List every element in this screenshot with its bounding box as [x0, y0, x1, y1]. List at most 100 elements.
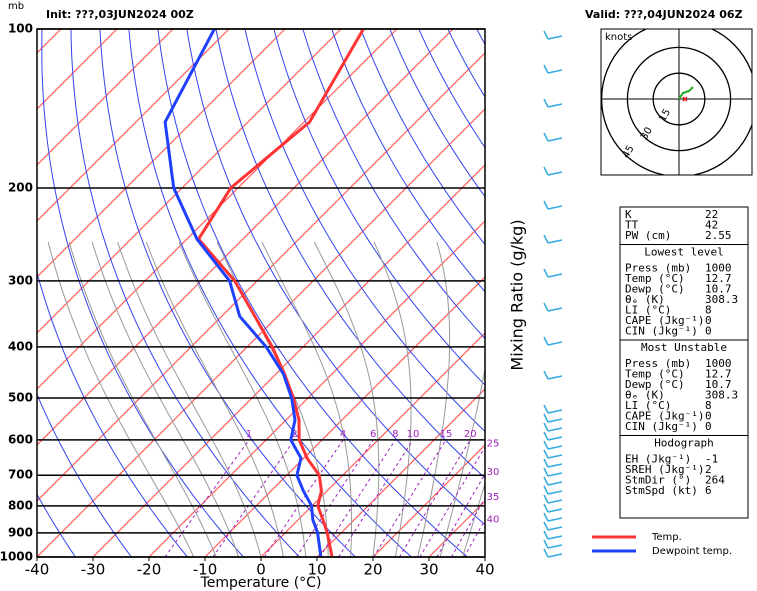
dry-adiabat — [157, 29, 468, 557]
dry-adiabat — [244, 29, 485, 433]
x-tick-label: -20 — [137, 561, 162, 579]
table-section: Hodograph — [654, 437, 714, 450]
wind-barb — [543, 336, 563, 346]
table-key: CAPE (Jkg⁻¹) — [625, 410, 704, 423]
mixing-ratio-line — [373, 439, 447, 557]
mixing-ratio-label: 40 — [487, 515, 500, 526]
wind-barb — [543, 404, 563, 414]
y-tick-label: 300 — [8, 273, 33, 287]
moist-adiabat — [261, 241, 352, 557]
table-value: 8 — [705, 399, 712, 412]
table-key: StmDir (°) — [625, 474, 691, 487]
table-key: CIN (Jkg⁻¹) — [625, 420, 698, 433]
wind-barb — [543, 485, 563, 495]
dry-adiabat — [41, 29, 244, 557]
table-key: CAPE (Jkg⁻¹) — [625, 314, 704, 327]
table-value: 6 — [705, 484, 712, 497]
isotherm — [37, 29, 454, 446]
table-key: LI (°C) — [625, 304, 671, 317]
hodo-ring-label: 30 — [639, 125, 655, 142]
table-key: PW (cm) — [625, 229, 671, 242]
table-key: Temp (°C) — [625, 272, 685, 285]
isotherm — [372, 444, 485, 557]
wind-barb — [543, 200, 563, 210]
profile-line — [196, 29, 365, 557]
dry-adiabat — [273, 29, 485, 386]
table-value: 2 — [705, 463, 712, 476]
table-value: 2.55 — [705, 229, 732, 242]
x-tick-label: -10 — [193, 561, 218, 579]
wind-barb — [543, 521, 563, 531]
mixing-ratio-label: 2 — [291, 429, 297, 440]
y-tick-label: 200 — [8, 180, 33, 194]
mixing-ratio-line — [463, 518, 485, 557]
hodo-ring — [626, 46, 732, 152]
dry-adiabat — [418, 29, 485, 149]
isotherm — [148, 220, 485, 557]
wind-barb — [543, 166, 563, 176]
x-tick-label: -30 — [81, 561, 106, 579]
wind-barb — [543, 302, 563, 312]
dry-adiabat — [37, 270, 188, 557]
isotherm — [37, 29, 398, 390]
table-section: Lowest level — [644, 246, 723, 259]
mixing-ratio-label: 4 — [340, 429, 346, 440]
wind-barb — [543, 503, 563, 513]
table-value: 8 — [705, 304, 712, 317]
table-key: CIN (Jkg⁻¹) — [625, 325, 698, 338]
table-key: Temp (°C) — [625, 368, 685, 381]
moist-adiabat — [117, 241, 262, 557]
table-value: 0 — [705, 420, 712, 433]
table-key: TT — [625, 219, 639, 232]
x-tick-label: -40 — [25, 561, 50, 579]
table-value: 1000 — [705, 357, 732, 370]
moist-adiabat — [145, 241, 284, 557]
table-key: Dewp (°C) — [625, 378, 685, 391]
wind-barb — [543, 132, 563, 142]
wind-barb — [543, 413, 563, 423]
dry-adiabat — [360, 29, 485, 246]
profile-line — [163, 29, 323, 557]
table-value: 42 — [705, 219, 718, 232]
dry-adiabat — [302, 29, 485, 340]
x-axis-label: Temperature (°C) — [200, 575, 322, 591]
x-tick-label: 0 — [256, 561, 266, 579]
legend-label: Temp. — [651, 532, 682, 543]
isotherm — [37, 29, 230, 222]
table-key: StmSpd (kt) — [625, 484, 698, 497]
dry-adiabat — [215, 29, 485, 479]
mixing-ratio-line — [450, 497, 485, 557]
isotherm — [37, 108, 485, 557]
table-value: 12.7 — [705, 272, 732, 285]
mixing-ratio-label: 15 — [440, 429, 453, 440]
mixing-ratio-line — [436, 473, 485, 557]
table-value: 0 — [705, 325, 712, 338]
wind-barb — [543, 467, 563, 477]
moist-adiabat — [91, 241, 240, 557]
isotherm — [37, 52, 485, 502]
mixing-ratio-label: Mixing Ratio (g/kg) — [508, 219, 527, 370]
dry-adiabat — [186, 29, 485, 526]
wind-barb — [543, 539, 563, 549]
isotherm — [92, 164, 485, 557]
mixing-ratio-label: 10 — [407, 429, 420, 440]
moist-adiabat — [313, 241, 380, 557]
moist-adiabat — [439, 365, 485, 557]
table-value: 10.7 — [705, 283, 732, 296]
moist-adiabat — [178, 241, 307, 557]
table-key: LI (°C) — [625, 399, 671, 412]
valid-label: Valid: ???,04JUN2024 06Z — [585, 8, 743, 21]
wind-barb — [543, 30, 563, 40]
y-tick-label: 900 — [8, 525, 33, 539]
table-value: 308.3 — [705, 389, 738, 402]
wind-barb — [543, 234, 563, 244]
table-body: K 22 TT 42 PW (cm) 2.55 Lowest level Press (mb)… — [620, 208, 748, 497]
y-tick-label: 100 — [8, 22, 33, 36]
mixing-ratio-label: 35 — [487, 492, 500, 503]
x-tick-label: 10 — [307, 561, 326, 579]
plot-frame — [36, 28, 486, 558]
table-section: Most Unstable — [641, 341, 727, 354]
table-key: Press (mb) — [625, 262, 691, 275]
mixing-ratio-label: 6 — [370, 429, 376, 440]
